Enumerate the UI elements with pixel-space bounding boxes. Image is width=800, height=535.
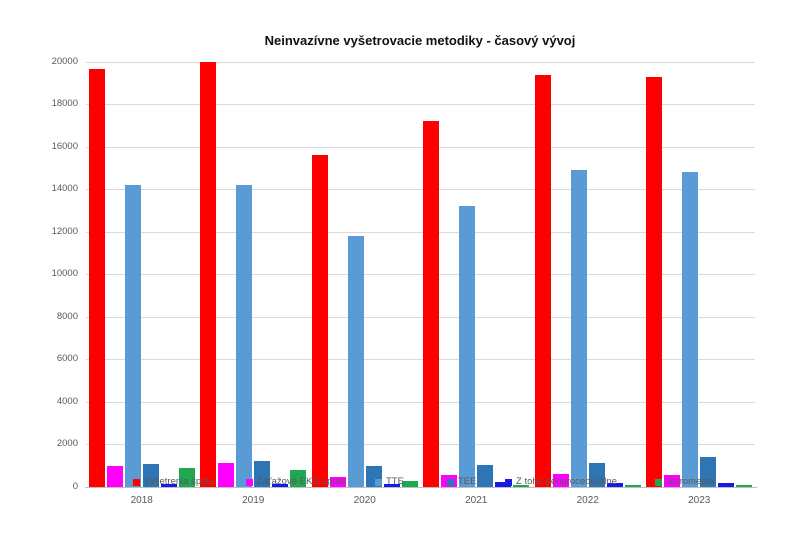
bar-tee-2019 (254, 461, 271, 487)
legend-label-z-toho-periprocedur-lne: Z toho periprocedurálne (516, 476, 617, 487)
bar-z-toho-periprocedur-lne-2020 (383, 484, 400, 487)
bar-z-toho-periprocedur-lne-2019 (272, 484, 289, 487)
legend-swatch-z-a-ov-ekg-spolu (246, 478, 253, 486)
x-axis-tick-label-2018: 2018 (130, 495, 153, 506)
legend-swatch-z-toho-periprocedur-lne (505, 478, 512, 486)
bar-tee-2021 (477, 465, 494, 487)
bar-spirometria-2022 (624, 485, 641, 487)
bar-vy-etrenia-spolu-2019 (200, 62, 217, 487)
bar-group-2022 (532, 75, 644, 487)
y-axis-tick-label: 6000 (56, 353, 78, 364)
bar-vy-etrenia-spolu-2022 (534, 75, 551, 487)
y-axis-tick-label: 0 (72, 481, 78, 492)
bar-tte-2018 (124, 185, 141, 487)
gridline-20000 (86, 62, 755, 63)
y-axis-tick-label: 4000 (56, 396, 78, 407)
bar-z-toho-periprocedur-lne-2018 (160, 484, 177, 487)
x-axis-tick-label-2022: 2022 (576, 495, 599, 506)
y-axis-tick-label: 12000 (51, 226, 78, 237)
bar-vy-etrenia-spolu-2023 (646, 77, 663, 487)
y-axis-tick-label: 18000 (51, 98, 78, 109)
x-axis-tick-label-2019: 2019 (242, 495, 265, 506)
bar-group-2018 (86, 69, 198, 487)
legend-label-tte: TTE (386, 476, 404, 487)
bar-tee-2023 (700, 457, 717, 487)
bar-spirometria-2023 (736, 485, 753, 487)
legend-swatch-tte (375, 478, 382, 486)
legend-swatch-tee (447, 478, 454, 486)
gridline-14000 (86, 189, 755, 190)
bar-group-2021 (421, 121, 533, 487)
bar-spirometria-2018 (178, 468, 195, 487)
bar-spirometria-2020 (401, 481, 418, 487)
legend-label-z-a-ov-ekg-spolu: Záťažové EKG spolu (257, 476, 346, 487)
y-axis-tick-label: 16000 (51, 141, 78, 152)
bar-z-a-ov-ekg-spolu-2019 (218, 463, 235, 487)
y-axis-tick-label: 2000 (56, 438, 78, 449)
bar-z-a-ov-ekg-spolu-2023 (664, 475, 681, 487)
bar-group-2020 (309, 155, 421, 487)
gridline-8000 (86, 317, 755, 318)
y-axis-tick-label: 10000 (51, 268, 78, 279)
bar-z-a-ov-ekg-spolu-2020 (329, 477, 346, 487)
bar-tee-2022 (588, 463, 605, 487)
plot-area: Vyšetrenia spolu Záťažové EKG spolu TTE TEE… (86, 62, 755, 487)
gridline-2000 (86, 444, 755, 445)
gridline-4000 (86, 402, 755, 403)
gridline-18000 (86, 104, 755, 105)
bar-z-a-ov-ekg-spolu-2022 (552, 474, 569, 487)
bar-tte-2021 (459, 206, 476, 487)
x-axis-tick-label-2023: 2023 (688, 495, 711, 506)
y-axis-tick-label: 14000 (51, 183, 78, 194)
bar-tee-2018 (142, 464, 159, 487)
bar-z-a-ov-ekg-spolu-2018 (106, 466, 123, 487)
legend-item-z-toho-periprocedur-lne: Z toho periprocedurálne (505, 477, 617, 487)
bar-tte-2019 (236, 185, 253, 487)
bar-vy-etrenia-spolu-2018 (88, 69, 105, 487)
y-axis-tick-label: 20000 (51, 56, 78, 67)
chart-title: Neinvazívne vyšetrovacie metodiky - časo… (264, 33, 576, 48)
bar-z-toho-periprocedur-lne-2021 (495, 482, 512, 487)
bar-tte-2023 (682, 172, 699, 487)
legend-swatch-spirometria (655, 478, 662, 486)
x-axis-labels: 2018 2019 2020 2021 2022 2023 (86, 495, 755, 511)
legend-item-vy-etrenia-spolu: Vyšetrenia spolu (133, 477, 214, 487)
bar-vy-etrenia-spolu-2020 (311, 155, 328, 487)
x-axis-line (85, 487, 757, 488)
legend-item-spirometria: Spirometria (655, 477, 715, 487)
bar-group-2019 (198, 62, 310, 487)
bar-spirometria-2019 (290, 470, 307, 487)
y-axis-tick-label: 8000 (56, 311, 78, 322)
y-axis-labels: 0 2000 4000 6000 8000 10000 12000 14000 16000 180… (0, 57, 78, 492)
gridline-10000 (86, 274, 755, 275)
bar-group-2023 (644, 77, 756, 487)
bar-tte-2022 (570, 170, 587, 487)
bar-z-toho-periprocedur-lne-2023 (718, 483, 735, 487)
legend-item-tte: TTE (375, 477, 404, 487)
bar-vy-etrenia-spolu-2021 (423, 121, 440, 487)
bar-z-toho-periprocedur-lne-2022 (606, 483, 623, 487)
legend-label-tee: TEE (458, 476, 477, 487)
gridline-16000 (86, 147, 755, 148)
gridline-6000 (86, 359, 755, 360)
x-axis-tick-label-2021: 2021 (465, 495, 488, 506)
legend-swatch-vy-etrenia-spolu (133, 478, 140, 486)
x-axis-tick-label-2020: 2020 (353, 495, 376, 506)
legend-label-spirometria: Spirometria (666, 476, 715, 487)
legend-label-vy-etrenia-spolu: Vyšetrenia spolu (144, 476, 214, 487)
bar-spirometria-2021 (513, 485, 530, 487)
bar-tte-2020 (347, 236, 364, 487)
legend-item-tee: TEE (447, 477, 476, 487)
gridline-12000 (86, 232, 755, 233)
legend-item-z-a-ov-ekg-spolu: Záťažové EKG spolu (246, 477, 345, 487)
